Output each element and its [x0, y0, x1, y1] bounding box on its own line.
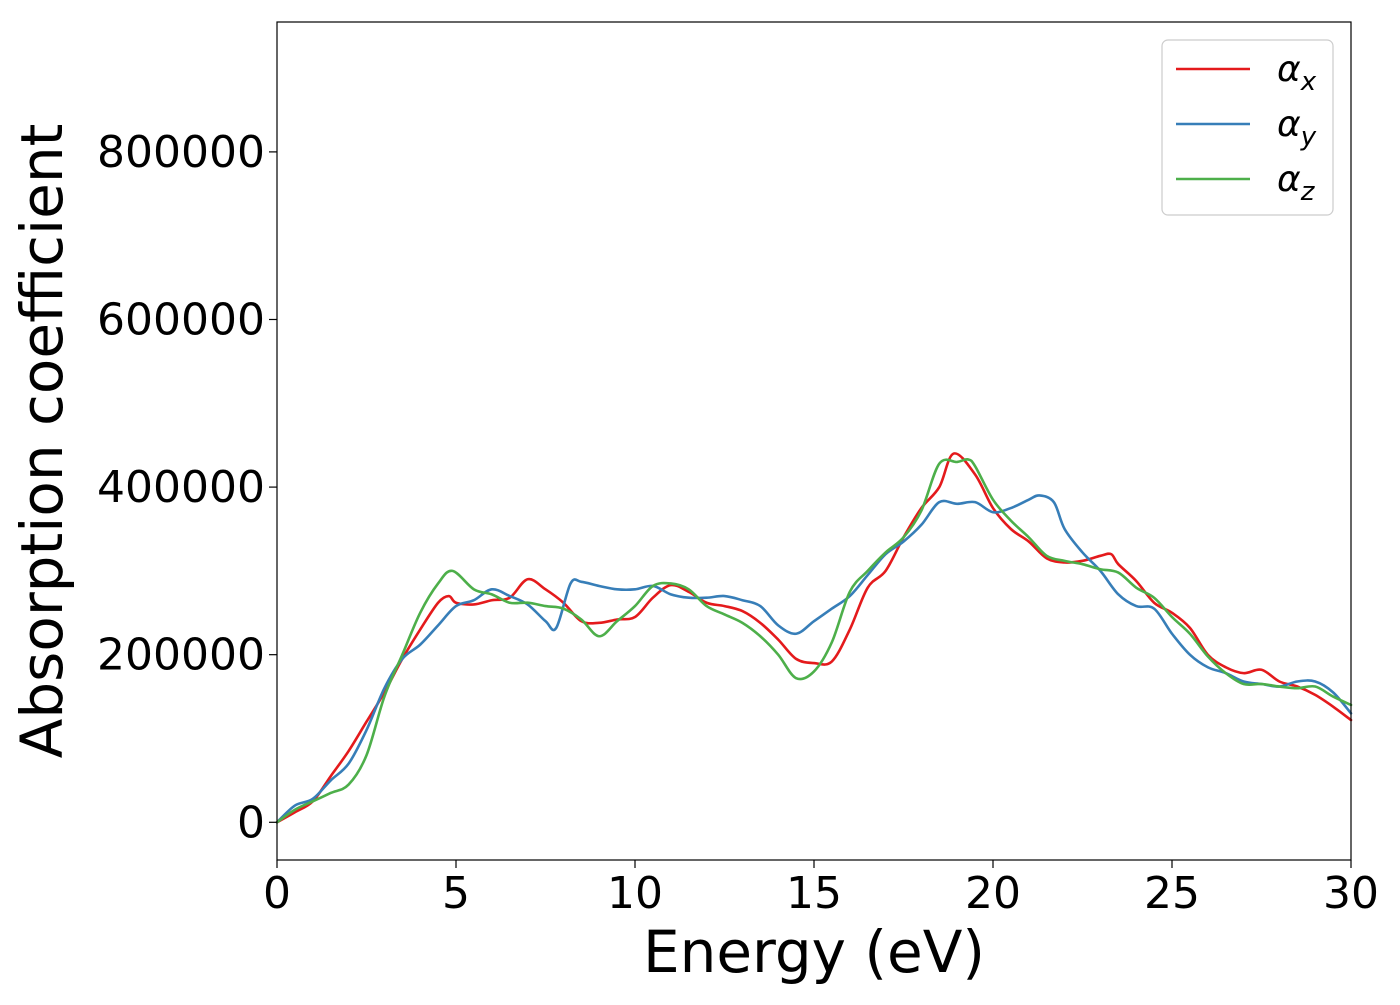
legend-box	[1161, 39, 1334, 216]
y-tick-label: 800000	[97, 127, 265, 178]
x-tick-label: 0	[263, 868, 291, 919]
series-line-z	[275, 458, 1353, 824]
x-tick-label: 25	[1144, 868, 1200, 919]
series-layer	[275, 452, 1353, 824]
legend: αx αy αz	[1161, 39, 1334, 216]
y-tick-label: 0	[237, 797, 265, 848]
y-tick-label: 200000	[97, 630, 265, 681]
y-tick-label: 400000	[97, 462, 265, 513]
x-tick-label: 15	[786, 868, 842, 919]
x-axis-title: Energy (eV)	[643, 918, 985, 986]
y-axis: 0 200000 400000 600000 800000	[97, 127, 277, 848]
x-tick-label: 10	[607, 868, 663, 919]
y-tick-label: 600000	[97, 294, 265, 345]
x-tick-label: 5	[442, 868, 470, 919]
x-tick-label: 30	[1323, 868, 1379, 919]
series-line-y	[275, 494, 1353, 824]
legend-label-x: αx	[1277, 49, 1317, 97]
x-axis: 0 5 10 15 20 25 30	[263, 860, 1379, 919]
y-axis-title: Absorption coefficient	[8, 124, 76, 759]
legend-label-y: αy	[1277, 104, 1317, 152]
x-tick-label: 20	[965, 868, 1021, 919]
legend-label-z: αz	[1277, 159, 1316, 207]
